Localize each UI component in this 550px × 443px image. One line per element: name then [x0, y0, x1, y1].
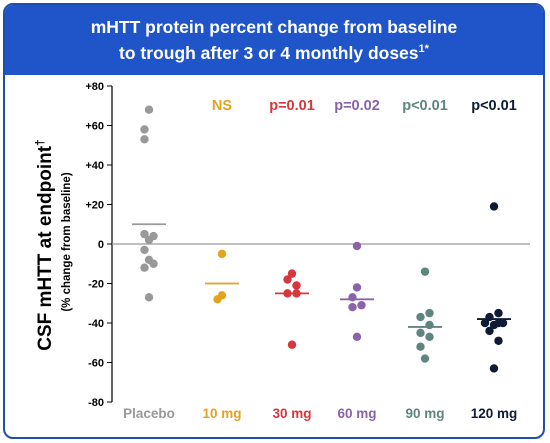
- data-point: [144, 105, 154, 114]
- data-point: [217, 249, 227, 259]
- category-label: 90 mg: [405, 406, 444, 421]
- data-point: [425, 320, 434, 330]
- chart-title-line-1: mHTT protein percent change from baselin…: [90, 17, 458, 37]
- data-point: [425, 308, 434, 318]
- data-point: [494, 308, 503, 318]
- data-point: [352, 283, 362, 292]
- data-point: [287, 269, 297, 278]
- chart-header: mHTT protein percent change from baselin…: [5, 5, 543, 75]
- data-point: [480, 318, 490, 328]
- data-point: [416, 328, 425, 338]
- y-axis-sublabel: (% change from baseline): [61, 172, 73, 311]
- data-point: [287, 340, 297, 349]
- y-tick-label: -40: [88, 318, 104, 330]
- data-point: [144, 293, 154, 302]
- data-point: [485, 326, 494, 336]
- data-point: [352, 241, 362, 251]
- significance-label: p<0.01: [471, 98, 517, 114]
- data-point: [420, 267, 430, 276]
- data-point: [140, 263, 149, 272]
- data-point: [144, 235, 154, 245]
- significance-label: p=0.01: [269, 98, 315, 114]
- y-tick-label: +40: [85, 160, 104, 172]
- category-label: 30 mg: [272, 406, 311, 421]
- data-point: [348, 303, 357, 312]
- y-tick-label: +60: [85, 121, 104, 133]
- data-point: [489, 364, 499, 373]
- data-point: [292, 289, 301, 298]
- category-label: 10 mg: [202, 406, 241, 421]
- category-label: 60 mg: [337, 406, 376, 421]
- data-point: [140, 135, 149, 144]
- y-axis-label-text: CSF mHTT at endpoint: [35, 145, 56, 350]
- significance-label: p=0.02: [334, 98, 380, 114]
- chart-title-footnote-mark: 1*: [418, 43, 429, 55]
- category-label: Placebo: [123, 406, 175, 421]
- significance-label: NS: [212, 98, 232, 114]
- data-point: [357, 301, 366, 310]
- y-tick-label: 0: [98, 239, 104, 251]
- data-point: [494, 336, 503, 345]
- y-tick-label: -60: [88, 358, 104, 370]
- y-tick-label: +80: [85, 81, 104, 93]
- data-point: [149, 259, 158, 268]
- data-point: [283, 289, 292, 298]
- chart-title-line-2: to trough after 3 or 4 monthly doses1*: [5, 38, 543, 64]
- data-point: [213, 295, 222, 304]
- y-axis-label-footnote-mark: †: [33, 139, 47, 146]
- data-point: [489, 202, 499, 211]
- data-point: [420, 354, 430, 363]
- chart-title-line-2-text: to trough after 3 or 4 monthly doses: [119, 42, 419, 63]
- data-point: [283, 275, 292, 284]
- data-point: [416, 342, 425, 351]
- y-axis-label: CSF mHTT at endpoint†: [33, 139, 56, 350]
- y-tick-label: +20: [85, 200, 104, 212]
- data-point: [498, 318, 508, 328]
- data-point: [140, 229, 149, 239]
- data-point: [485, 312, 494, 322]
- data-point: [425, 332, 434, 342]
- significance-label: p<0.01: [402, 98, 448, 114]
- data-point: [140, 125, 149, 134]
- chart-frame: mHTT protein percent change from baselin…: [3, 3, 545, 439]
- data-point: [352, 332, 362, 342]
- category-label: 120 mg: [471, 406, 518, 421]
- y-tick-label: -80: [88, 397, 104, 409]
- data-point: [140, 245, 149, 255]
- data-point: [348, 293, 357, 302]
- y-tick-label: -20: [88, 279, 104, 291]
- data-point: [416, 312, 425, 322]
- data-point: [292, 281, 301, 290]
